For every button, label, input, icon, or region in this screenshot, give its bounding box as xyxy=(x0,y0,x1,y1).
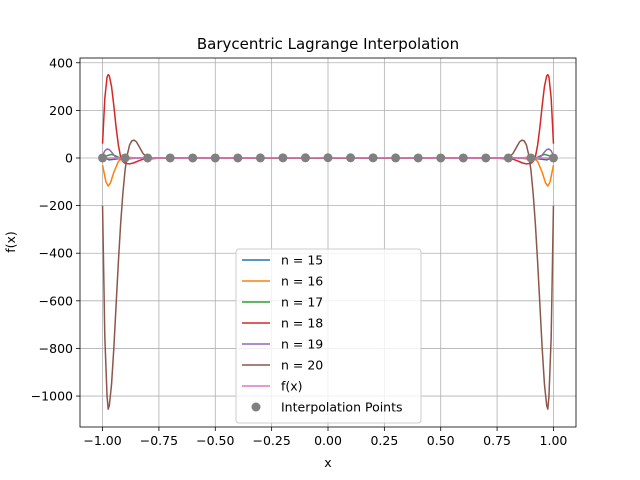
legend-label: n = 19 xyxy=(281,337,323,352)
interpolation-point xyxy=(143,153,153,163)
legend-label: Interpolation Points xyxy=(281,400,403,415)
y-tick-label: −1000 xyxy=(31,389,73,404)
legend-label: n = 16 xyxy=(281,274,323,289)
interpolation-point xyxy=(120,153,130,163)
x-tick-label: 0.00 xyxy=(314,433,342,448)
interpolation-point xyxy=(391,153,401,163)
interpolation-point xyxy=(188,153,198,163)
axis-ticks: −1.00 −0.75 −0.50 −0.25 0.00 0.25 0.50 0.75 1.00… xyxy=(31,55,568,448)
interpolation-point xyxy=(98,153,108,163)
interpolation-point xyxy=(233,153,243,163)
chart-title: Barycentric Lagrange Interpolation xyxy=(197,35,459,53)
y-axis-label: f(x) xyxy=(3,231,18,253)
legend-label: n = 15 xyxy=(281,253,323,268)
legend-label: n = 20 xyxy=(281,358,323,373)
interpolation-point xyxy=(368,153,378,163)
legend: n = 15 n = 16 n = 17 n = 18 n = 19 n = 20 f(x)… xyxy=(235,248,422,424)
interpolation-point xyxy=(165,153,175,163)
y-tick-label: 200 xyxy=(49,103,73,118)
interpolation-point xyxy=(300,153,310,163)
y-tick-label: −800 xyxy=(39,341,73,356)
interpolation-point xyxy=(481,153,491,163)
y-tick-label: −200 xyxy=(39,198,73,213)
interpolation-point xyxy=(526,153,536,163)
legend-box xyxy=(235,248,422,424)
interpolation-point xyxy=(323,153,333,163)
x-tick-label: 1.00 xyxy=(540,433,568,448)
interpolation-point xyxy=(210,153,220,163)
x-tick-label: −0.25 xyxy=(252,433,290,448)
interpolation-point xyxy=(255,153,265,163)
interpolation-point xyxy=(413,153,423,163)
interpolation-point xyxy=(458,153,468,163)
x-tick-label: −0.50 xyxy=(196,433,234,448)
interpolation-point xyxy=(346,153,356,163)
y-tick-label: −600 xyxy=(39,293,73,308)
y-tick-label: 400 xyxy=(49,55,73,70)
x-tick-label: 0.75 xyxy=(483,433,511,448)
legend-swatch xyxy=(251,402,261,412)
legend-label: f(x) xyxy=(281,379,303,394)
x-tick-label: −1.00 xyxy=(83,433,121,448)
interpolation-point xyxy=(278,153,288,163)
legend-label: n = 18 xyxy=(281,316,323,331)
interpolation-point xyxy=(503,153,513,163)
interpolation-point xyxy=(436,153,446,163)
x-tick-label: −0.75 xyxy=(140,433,178,448)
x-axis-label: x xyxy=(324,455,331,470)
x-tick-label: 0.50 xyxy=(427,433,455,448)
y-tick-label: −400 xyxy=(39,246,73,261)
legend-label: n = 17 xyxy=(281,295,323,310)
interpolation-points xyxy=(98,153,558,163)
x-tick-label: 0.25 xyxy=(370,433,398,448)
y-tick-label: 0 xyxy=(65,150,73,165)
interpolation-point xyxy=(548,153,558,163)
